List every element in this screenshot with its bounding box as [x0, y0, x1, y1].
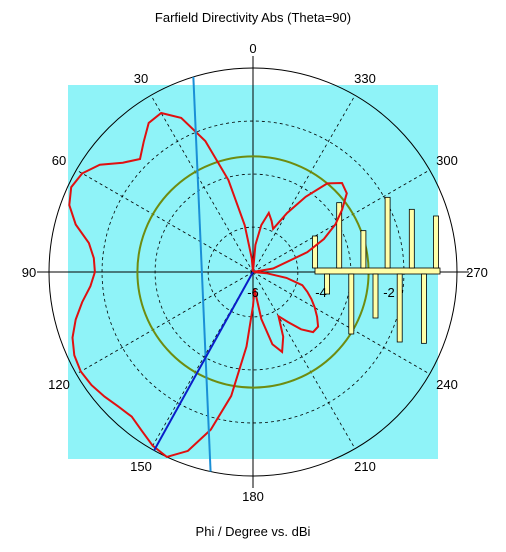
bar-baseline [314, 267, 441, 275]
angle-tick-0: 0 [249, 41, 256, 56]
angle-tick-60: 60 [52, 153, 66, 168]
angle-tick-150: 150 [130, 459, 152, 474]
angle-tick-180: 180 [242, 489, 264, 504]
grid-spoke-60 [76, 169, 254, 273]
angle-tick-30: 30 [134, 71, 148, 86]
side-lobe-bar-10 [433, 215, 439, 269]
grid-spoke-210 [252, 271, 356, 449]
side-lobe-bar-3 [348, 273, 355, 335]
grid-spoke-30 [150, 95, 254, 273]
side-lobe-bar-7 [396, 273, 403, 343]
side-lobe-bar-2 [336, 202, 343, 269]
side-lobe-bar-8 [408, 208, 415, 269]
grid-spoke-150 [150, 271, 254, 449]
angle-tick-labels: 0 30 60 90 120 150 180 210 240 270 300 330 [22, 41, 488, 504]
axis-label: Phi / Degree vs. dBi [196, 524, 311, 539]
pattern-line-0 [68, 111, 348, 459]
side-lobe-bar-9 [420, 273, 427, 344]
chart-title: Farfield Directivity Abs (Theta=90) [155, 10, 351, 25]
side-lobe-bar-6 [384, 196, 391, 269]
side-lobe-bar-4 [360, 230, 367, 269]
angle-tick-300: 300 [436, 153, 458, 168]
angle-tick-240: 240 [436, 377, 458, 392]
radial-tick-labels: -6 -4 -2 [247, 285, 395, 300]
grid-spoke-330 [252, 95, 356, 273]
radial-tick--6: -6 [247, 285, 259, 300]
angle-tick-90: 90 [22, 265, 36, 280]
side-lobe-bar-1 [324, 273, 331, 295]
side-lobe-bar-0 [312, 235, 318, 269]
angle-tick-330: 330 [354, 71, 376, 86]
pattern-series [68, 76, 348, 472]
angle-tick-270: 270 [466, 265, 488, 280]
grid-spoke-240 [252, 271, 430, 375]
main-lobe-beam-line [192, 76, 212, 472]
side-lobe-bars [312, 196, 441, 344]
radial-tick--2: -2 [383, 285, 395, 300]
radial-tick--4: -4 [315, 285, 327, 300]
main-lobe-direction-line [153, 271, 254, 451]
angle-tick-120: 120 [48, 377, 70, 392]
side-lobe-bar-5 [372, 273, 379, 319]
grid-spoke-120 [76, 271, 254, 375]
angle-tick-210: 210 [354, 459, 376, 474]
